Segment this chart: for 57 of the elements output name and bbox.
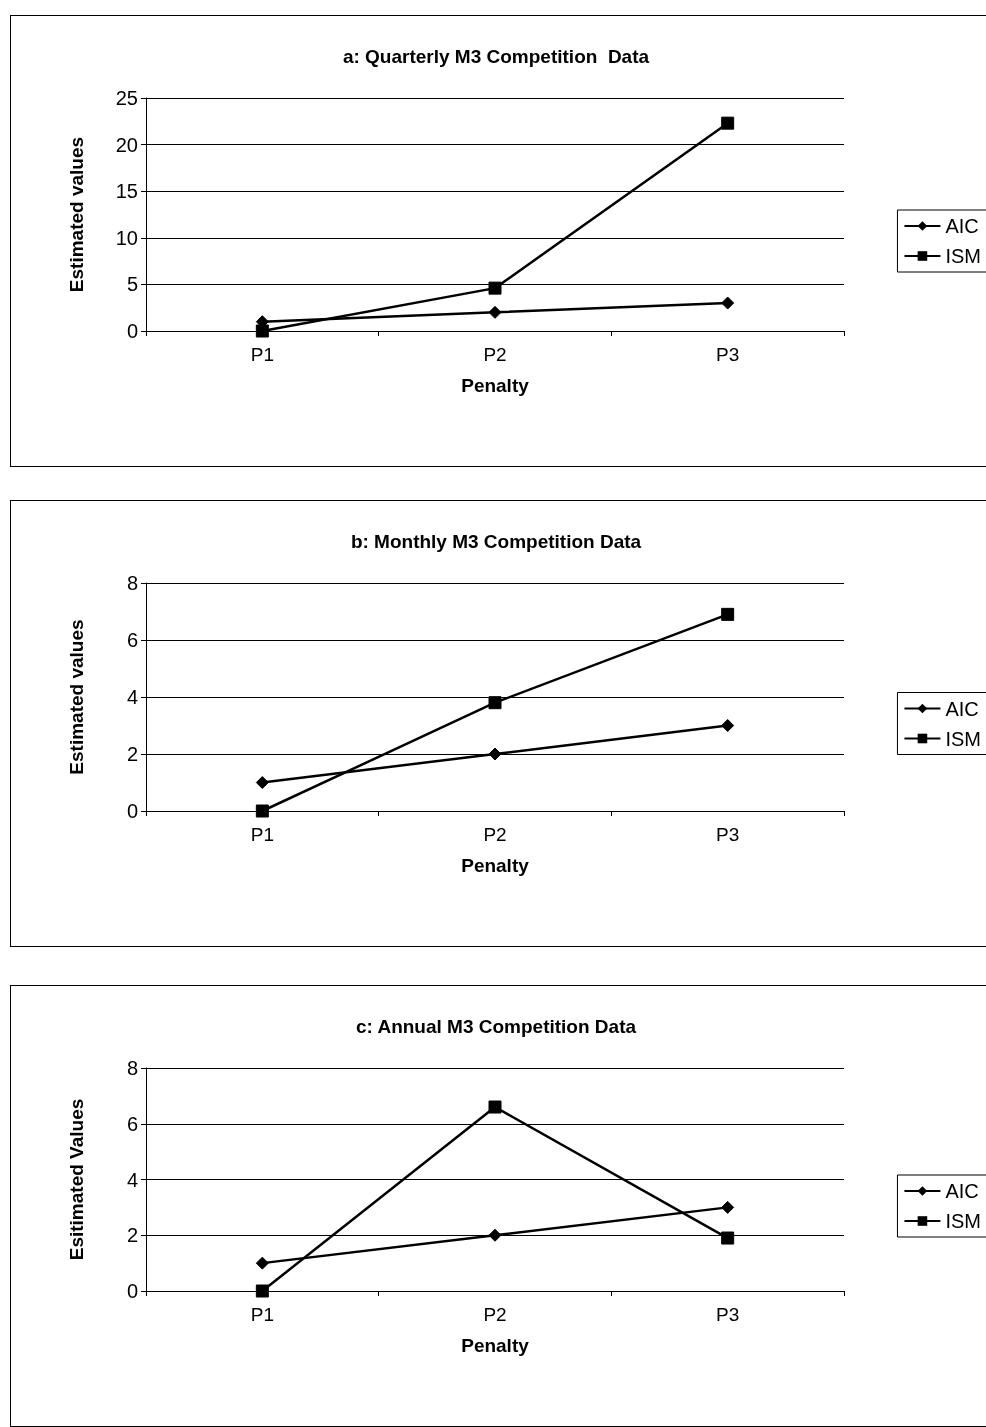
- y-axis-title: Esitimated Values: [66, 1098, 87, 1261]
- point: [721, 116, 735, 130]
- point: [255, 1284, 269, 1298]
- legend-label: ISM: [945, 245, 982, 267]
- x-tick-label: P2: [483, 1304, 507, 1325]
- point: [721, 719, 735, 732]
- x-tick-label: P1: [250, 824, 274, 845]
- x-tick-label: P2: [483, 824, 507, 845]
- chart-title: b: Monthly M3 Competition Data: [350, 531, 642, 552]
- point: [488, 747, 502, 761]
- y-tick-label: 2: [126, 1224, 138, 1247]
- chart-title: a: Quarterly M3 Competition Data: [342, 46, 650, 67]
- y-tick-label: 8: [126, 572, 138, 594]
- y-tick-label: 5: [126, 273, 138, 296]
- point: [255, 1256, 269, 1270]
- y-tick-label: 20: [115, 133, 138, 156]
- y-axis-title: Estimated values: [66, 136, 87, 293]
- legend-label: ISM: [945, 727, 982, 750]
- chart-title: c: Annual M3 Competition Data: [355, 1016, 637, 1037]
- x-tick-label: P3: [716, 824, 740, 845]
- x-axis-title: Penalty: [461, 855, 530, 876]
- y-tick-label: 2: [126, 743, 138, 765]
- point: [721, 296, 735, 310]
- y-tick-label: 8: [126, 1057, 138, 1079]
- x-tick-label: P3: [716, 344, 740, 365]
- point: [255, 804, 269, 818]
- y-tick-label: 10: [115, 226, 138, 249]
- x-tick-label: P1: [250, 1304, 274, 1325]
- x-axis-title: Penalty: [461, 375, 530, 396]
- point: [488, 696, 502, 710]
- y-tick-label: 0: [126, 320, 138, 342]
- point: [255, 324, 269, 338]
- legend-label: ISM: [945, 1210, 982, 1232]
- legend-label: AIC: [945, 1180, 979, 1202]
- y-tick-label: 6: [126, 1112, 138, 1135]
- point: [488, 281, 502, 295]
- x-tick-label: P2: [483, 344, 507, 365]
- point: [721, 1231, 735, 1245]
- y-tick-label: 6: [126, 629, 138, 651]
- point: [721, 607, 735, 621]
- x-tick-label: P3: [716, 1304, 740, 1325]
- point: [488, 305, 502, 319]
- x-tick-label: P1: [250, 344, 274, 365]
- y-tick-label: 15: [115, 180, 138, 203]
- legend-label: AIC: [945, 697, 979, 720]
- y-tick-label: 25: [115, 87, 138, 109]
- x-axis-title: Penalty: [461, 1335, 530, 1356]
- point: [488, 1228, 502, 1242]
- point: [255, 776, 269, 789]
- point: [721, 1200, 735, 1214]
- legend-label: AIC: [945, 215, 979, 237]
- y-tick-label: 0: [126, 800, 138, 822]
- y-tick-label: 0: [126, 1280, 138, 1302]
- y-tick-label: 4: [126, 686, 138, 708]
- point: [488, 1100, 502, 1114]
- y-axis-title: Estimated values: [66, 619, 87, 775]
- y-tick-label: 4: [126, 1168, 138, 1191]
